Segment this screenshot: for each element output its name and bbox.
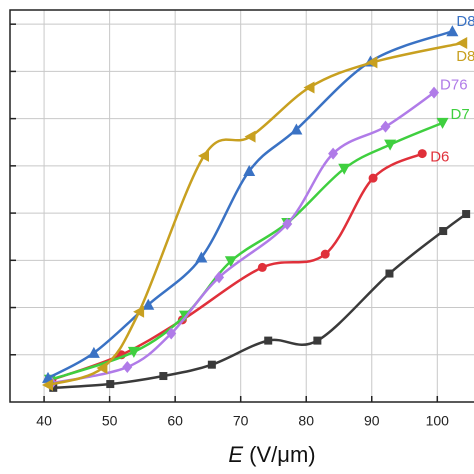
marker xyxy=(87,346,100,358)
marker xyxy=(446,25,459,37)
marker xyxy=(313,336,322,345)
marker xyxy=(133,305,145,318)
marker xyxy=(106,380,115,389)
marker xyxy=(96,361,108,374)
marker xyxy=(207,360,216,369)
series-label: D76 xyxy=(440,77,468,94)
marker xyxy=(456,37,468,50)
marker xyxy=(49,383,58,392)
x-tick-label: 50 xyxy=(102,413,118,429)
series-line xyxy=(47,30,453,380)
marker xyxy=(368,173,378,183)
x-tick-label: 100 xyxy=(426,413,450,429)
x-tick-label: 70 xyxy=(233,413,249,429)
series-label: D7 xyxy=(451,106,470,123)
x-axis-label: E (V/μm) xyxy=(228,442,315,467)
marker xyxy=(320,249,330,259)
x-axis-symbol: E xyxy=(228,442,243,467)
marker xyxy=(244,130,256,143)
marker xyxy=(243,165,256,177)
marker xyxy=(385,269,394,278)
marker xyxy=(439,227,448,236)
marker xyxy=(303,81,315,94)
marker xyxy=(366,56,378,69)
x-tick-label: 40 xyxy=(36,413,52,429)
marker xyxy=(42,378,54,391)
marker xyxy=(197,149,209,162)
marker xyxy=(436,117,449,129)
marker xyxy=(224,256,237,268)
x-tick-label: 60 xyxy=(167,413,183,429)
marker xyxy=(328,147,339,160)
series-line xyxy=(47,41,463,387)
series-line xyxy=(51,91,435,385)
marker xyxy=(417,149,427,159)
marker xyxy=(195,251,208,263)
marker xyxy=(159,372,168,381)
marker xyxy=(257,262,267,272)
series-label: D8 xyxy=(456,13,474,30)
marker xyxy=(384,139,397,151)
marker xyxy=(429,86,440,99)
marker xyxy=(214,271,225,284)
x-axis-unit: (V/μm) xyxy=(249,442,315,467)
marker xyxy=(122,361,133,374)
marker xyxy=(142,298,155,310)
marker xyxy=(166,327,177,340)
series-label: D8 xyxy=(456,48,474,65)
series-label: D6 xyxy=(430,149,449,166)
marker xyxy=(380,120,391,133)
marker xyxy=(282,217,293,230)
marker xyxy=(338,163,351,175)
series-line xyxy=(51,152,423,381)
x-tick-label: 90 xyxy=(364,413,380,429)
marker xyxy=(127,346,140,358)
marker xyxy=(462,210,471,219)
marker xyxy=(264,336,273,345)
x-tick-label: 80 xyxy=(298,413,314,429)
marker xyxy=(290,123,303,135)
plot-frame xyxy=(9,9,474,403)
